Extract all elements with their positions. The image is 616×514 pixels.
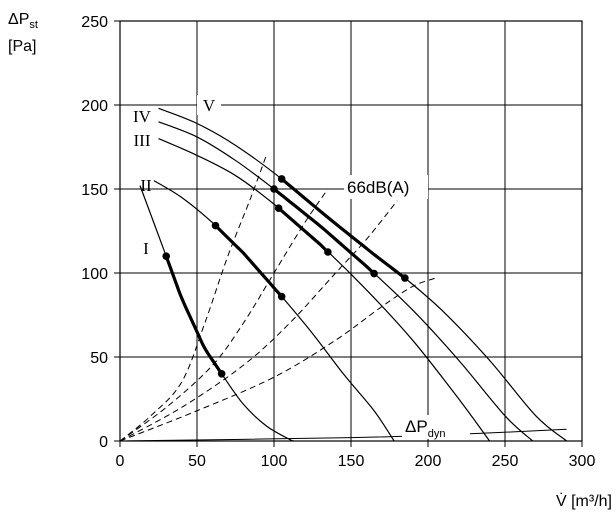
dpdyn-label: ΔPdyn <box>405 417 445 440</box>
tick-label-x: 300 <box>569 453 596 470</box>
axes: 0 50 100 150 200 250 300 0 50 100 150 200 250 ΔPst [Pa… <box>8 11 612 510</box>
marker-iv-1 <box>270 185 278 193</box>
series-label-iv: IV <box>133 107 152 126</box>
tick-label-y: 150 <box>81 182 108 199</box>
system-curve-1 <box>119 155 267 442</box>
x-axis-label: V̇ [m³/h] <box>556 492 612 510</box>
tick-label-y: 250 <box>81 14 108 31</box>
marker-iii-2 <box>324 248 332 256</box>
tick-label-x: 150 <box>338 453 365 470</box>
fan-curve-iv <box>158 121 534 442</box>
marker-iii-1 <box>274 204 283 212</box>
dpdyn-label-bg <box>402 415 470 439</box>
y-axis-label: ΔPst <box>8 11 38 31</box>
fan-curves <box>139 107 567 442</box>
series-label-ii: II <box>140 176 152 195</box>
fan-curve-iii <box>158 138 491 442</box>
tick-label-y: 0 <box>99 434 108 451</box>
series-label-bg-v <box>197 95 221 115</box>
series-label-iii: III <box>134 131 151 150</box>
operating-range-v <box>280 177 407 280</box>
tick-label-y: 200 <box>81 98 108 115</box>
series-label-v: V <box>203 96 216 115</box>
marker-ii-2 <box>277 292 286 301</box>
tick-label-x: 50 <box>188 453 206 470</box>
system-curve-4 <box>119 277 436 442</box>
operating-range-iii <box>277 206 330 254</box>
system-curve-2 <box>119 188 329 442</box>
system-curve-3 <box>119 200 398 442</box>
tick-label-x: 200 <box>415 453 442 470</box>
dba-label: 66dB(A) <box>347 178 409 197</box>
dba-label-bg <box>344 175 428 199</box>
operating-range-ii <box>213 224 284 299</box>
series-label-i: I <box>143 239 149 258</box>
tick-label-y: 100 <box>81 266 108 283</box>
marker-v-1 <box>277 175 286 183</box>
operating-range-i <box>164 254 224 376</box>
system-curves <box>119 155 567 442</box>
marker-iv-2 <box>370 269 378 278</box>
tick-label-x: 100 <box>261 453 288 470</box>
grid <box>119 20 583 442</box>
tick-label-y: 50 <box>90 350 108 367</box>
marker-i-1 <box>162 252 170 260</box>
marker-i-2 <box>217 370 226 378</box>
marker-ii-1 <box>211 221 220 230</box>
tick-label-x: 0 <box>116 453 125 470</box>
y-axis-unit: [Pa] <box>8 38 36 55</box>
marker-v-2 <box>401 274 409 282</box>
dynamic-pressure-line <box>119 428 567 442</box>
operating-range-iv <box>272 187 376 276</box>
tick-label-x: 250 <box>492 453 519 470</box>
